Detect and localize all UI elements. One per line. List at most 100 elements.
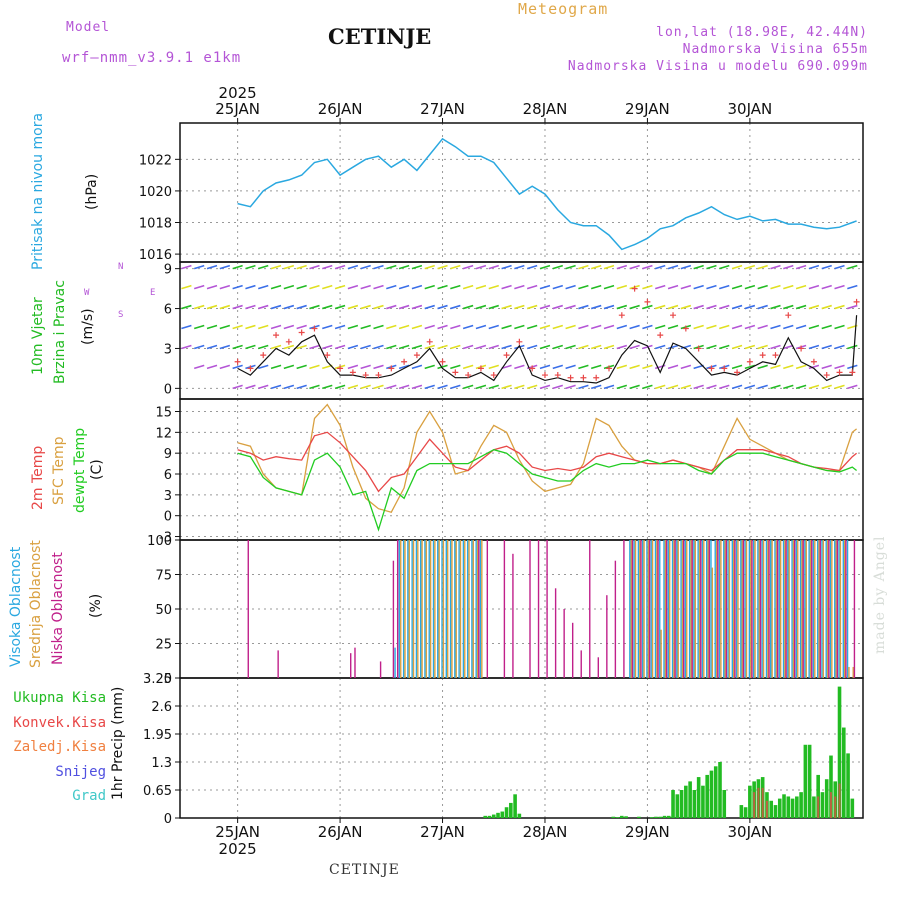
cloud-mid-bar: [831, 540, 833, 678]
cloud-low-bar: [631, 540, 634, 678]
wind-gust-marker: [465, 372, 472, 379]
cloud-low-bar: [802, 540, 804, 678]
cloud-mid-bar: [797, 540, 799, 678]
cloud-low-bar: [350, 653, 352, 678]
precip-total-bar: [743, 807, 748, 818]
wind-barb: [373, 284, 384, 290]
wind-gust-marker: [759, 352, 766, 359]
precip-total-bar: [701, 785, 705, 818]
cloud-low-bar: [537, 540, 540, 678]
wind-barb: [475, 384, 487, 390]
cloud-high-bar: [402, 540, 405, 678]
wind-barb: [437, 324, 448, 330]
wind-barb: [347, 284, 359, 290]
cloud-high-bar: [646, 540, 648, 678]
wind-gust-marker: [746, 358, 753, 365]
cloud-mid-bar: [690, 540, 692, 678]
cloud-low-bar: [554, 588, 557, 678]
wind-barb: [578, 304, 589, 310]
wind-barb: [808, 304, 820, 310]
wind-barb: [565, 384, 576, 390]
cloud-mid-bar: [750, 540, 752, 678]
precip-total-bar: [837, 686, 842, 818]
wind-barb: [616, 264, 628, 270]
wind-gust-marker: [298, 329, 305, 336]
wind-barb: [411, 264, 423, 270]
wind-barb: [501, 284, 512, 290]
cloud-high-bar: [394, 647, 396, 678]
cloud-high-bar: [676, 540, 678, 678]
cloud-mid-bar: [737, 540, 739, 678]
cloud-high-bar: [454, 540, 456, 678]
dewpt-line: [237, 449, 858, 532]
wind-gust-marker: [311, 325, 318, 332]
cloud-low-bar: [648, 540, 651, 678]
wind-barb: [424, 364, 435, 370]
wind-barb: [526, 344, 538, 350]
cloud-low-bar: [725, 540, 728, 678]
wind-barb: [539, 264, 551, 270]
y-tick-label: 1020: [139, 185, 172, 200]
wind-barb: [821, 264, 832, 270]
wind-barb: [808, 284, 820, 290]
wind-barb: [386, 304, 397, 310]
footer-station: CETINJE: [329, 862, 400, 878]
bottom-date-label: 29JAN: [625, 823, 670, 841]
wind-barb: [808, 264, 820, 270]
wind-barb: [795, 284, 807, 290]
precip-convective-bar: [817, 796, 820, 818]
cloud-mid-bar: [455, 540, 457, 678]
wind-barb: [296, 324, 307, 330]
wind-barb: [245, 324, 256, 330]
altitude-model-label: Nadmorska Visina u modelu 690.099m: [567, 59, 868, 74]
wind-barb: [539, 304, 551, 310]
wind-barb: [309, 344, 320, 350]
cloud-mid-bar: [664, 540, 667, 678]
wind-barb: [424, 324, 435, 330]
wind-barb: [578, 364, 589, 370]
cloud-high-bar: [654, 540, 657, 678]
wind-barb: [258, 384, 269, 390]
wind-barb: [424, 344, 435, 350]
cloud-mid-bar: [818, 540, 820, 678]
wind-barb: [667, 264, 679, 270]
precip-total-bar: [611, 816, 616, 818]
cloud-mid-bar: [762, 540, 765, 678]
wind-barb: [642, 264, 653, 270]
wind-barb: [309, 264, 320, 270]
wind-gust-marker: [324, 352, 331, 359]
wind-gust-marker: [785, 312, 792, 319]
wind-barb: [744, 364, 756, 370]
cloud-high-bar: [437, 540, 439, 678]
cloud-low-bar: [717, 540, 719, 678]
wind-barb: [680, 384, 692, 390]
cloud-high-bar: [710, 540, 712, 678]
wind-barb: [565, 324, 576, 330]
panel-frame: [179, 398, 864, 541]
cloud-mid-bar: [698, 540, 701, 678]
y-tick-label: 12: [155, 426, 172, 441]
precip-total-bar: [513, 794, 517, 818]
wind-barb: [770, 264, 781, 270]
legend-frozen: Zaledj.Kisa: [13, 739, 106, 755]
cloud-high-bar: [799, 540, 802, 678]
cloud-mid-bar: [767, 540, 769, 678]
wind-barb: [373, 324, 384, 330]
y-tick-label: 15: [155, 406, 172, 421]
wind-barb: [744, 264, 756, 270]
wind-barb: [258, 324, 269, 330]
precip-total-bar: [491, 814, 496, 818]
wind-barb: [424, 384, 435, 390]
cloud-mid-bar: [839, 540, 842, 678]
wind-barb: [667, 344, 679, 350]
wind-barb: [398, 304, 410, 310]
wind-barb: [821, 324, 832, 330]
precip-total-bar: [718, 762, 722, 818]
precip-convective-bar: [761, 787, 764, 818]
wind-gust-marker: [593, 374, 600, 381]
precip-total-bar: [692, 790, 697, 818]
wind-barb: [795, 364, 807, 370]
wind-barb: [590, 264, 602, 270]
wind-gust-marker: [721, 365, 728, 372]
wind-barb: [219, 324, 231, 330]
